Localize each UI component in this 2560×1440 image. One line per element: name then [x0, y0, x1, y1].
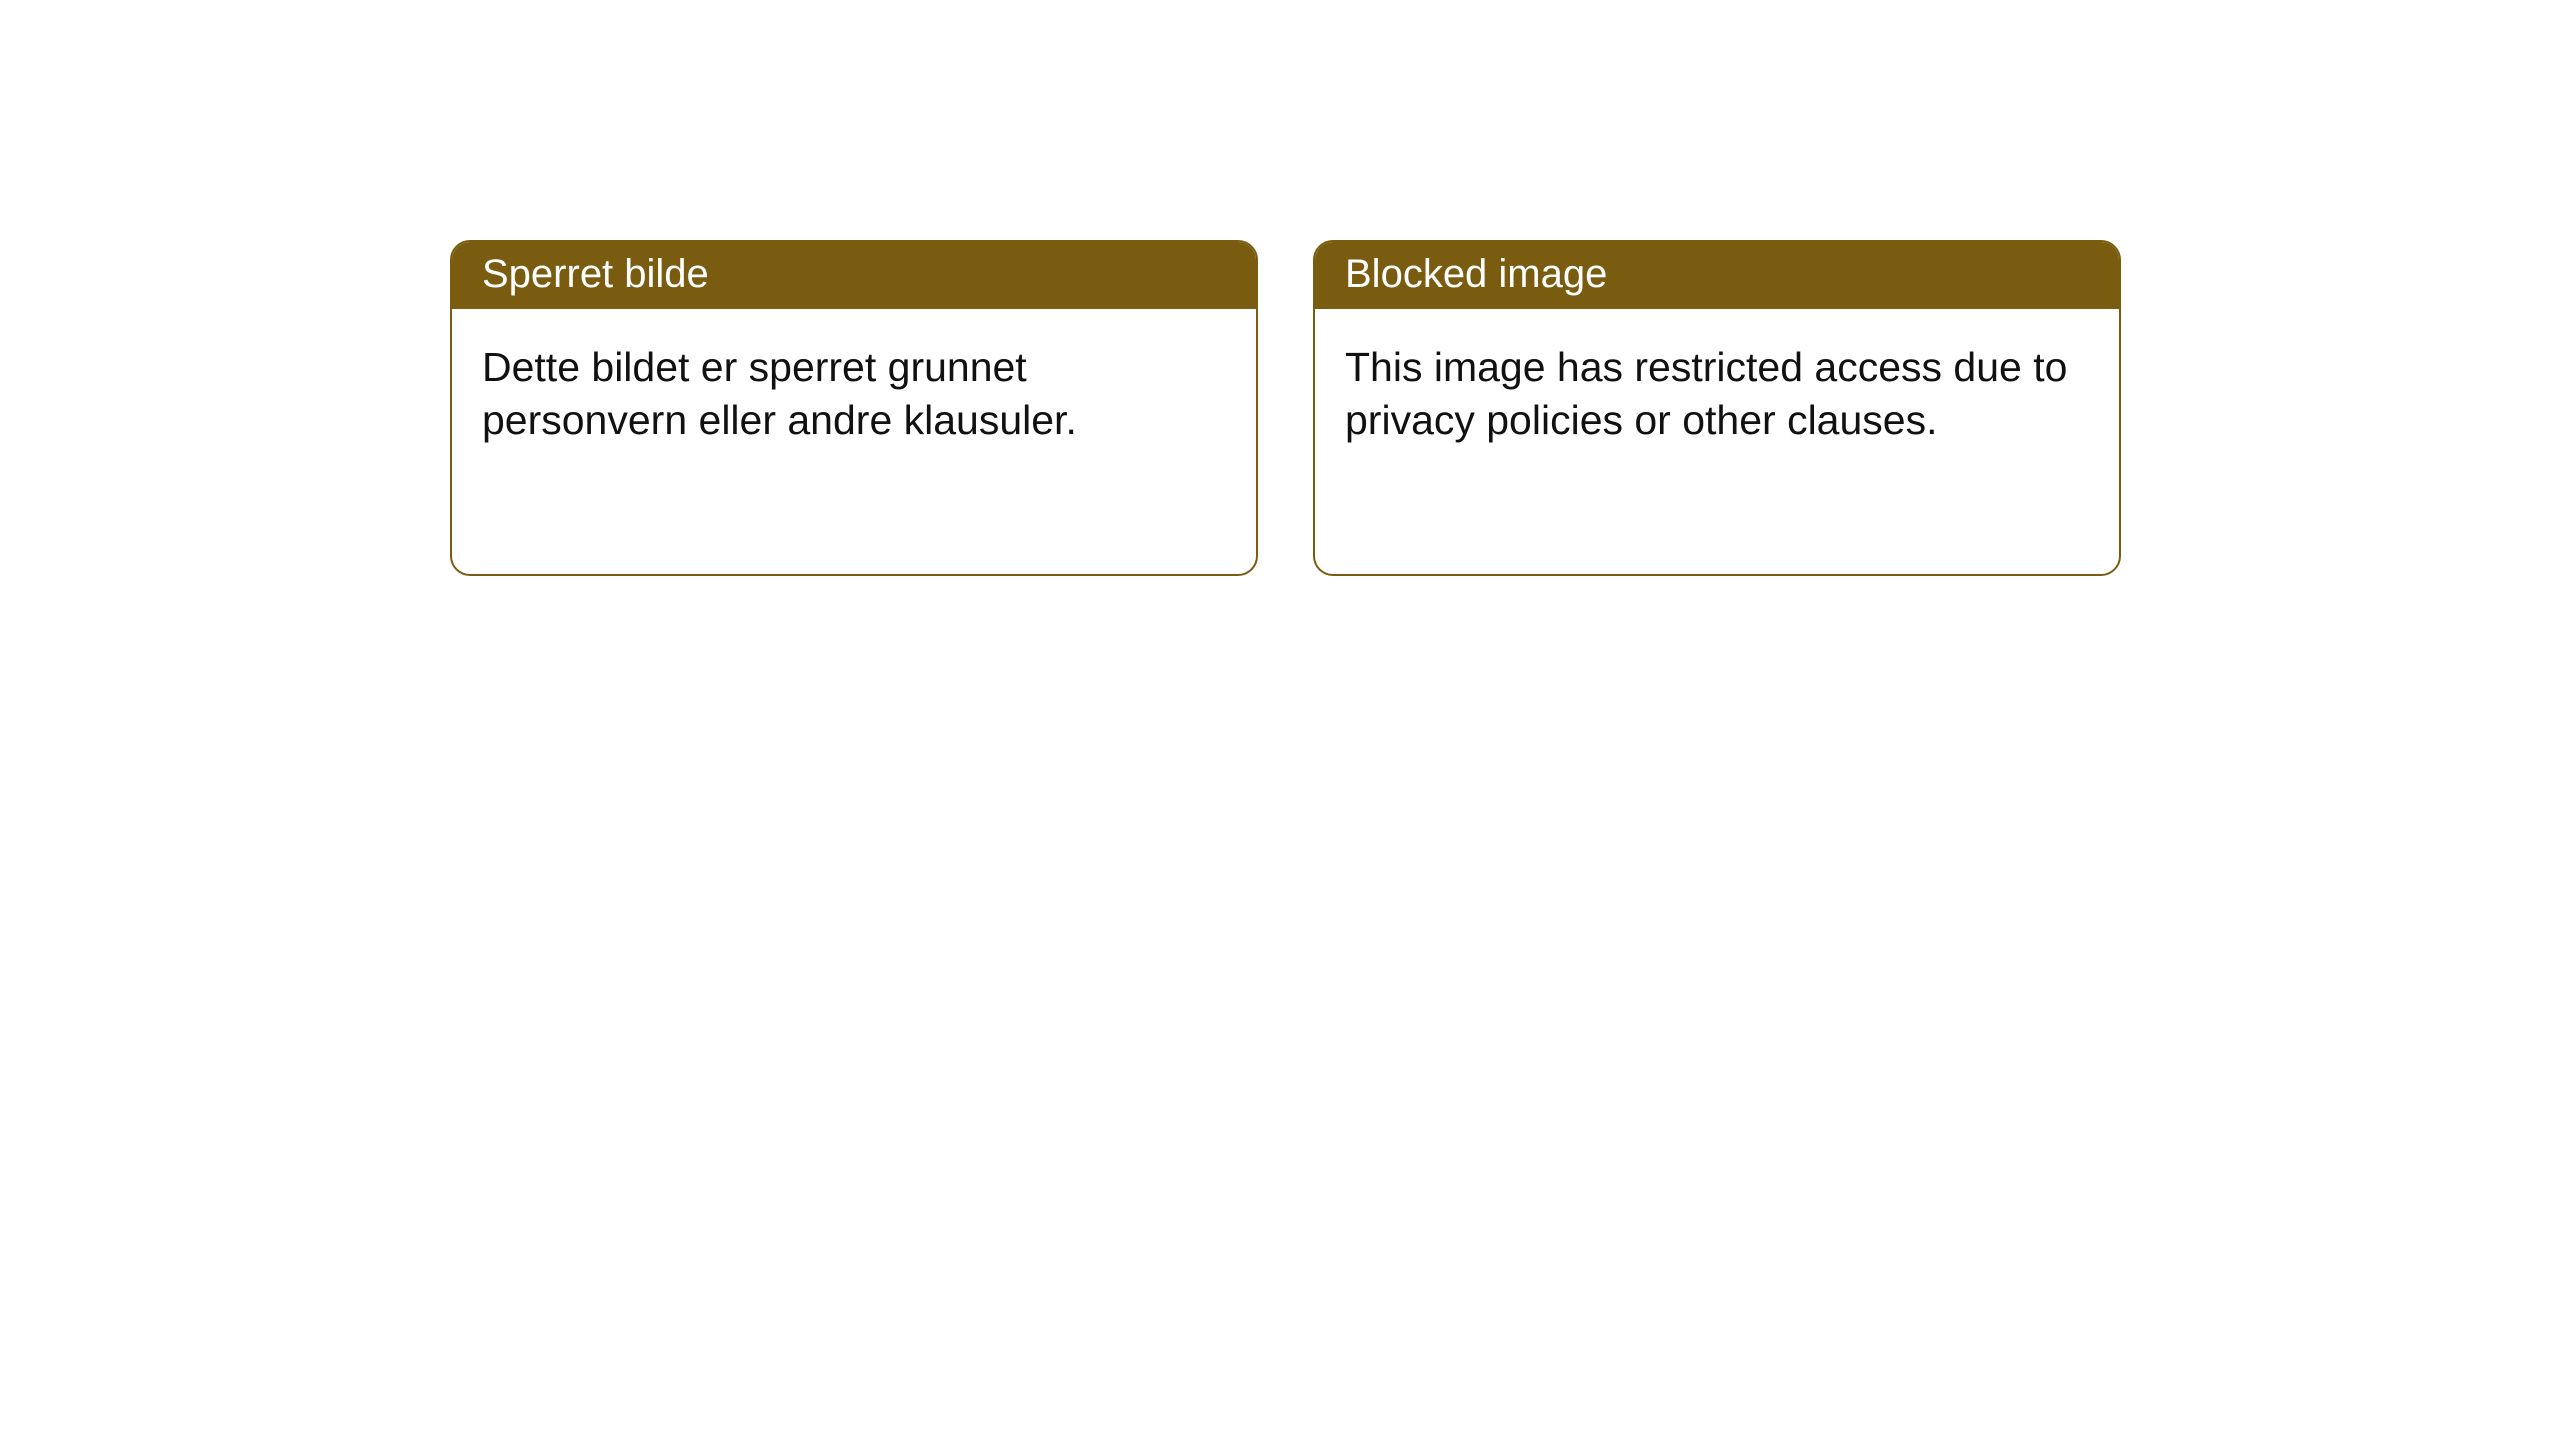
notice-message-english: This image has restricted access due to … [1315, 309, 2119, 480]
notice-box-norwegian: Sperret bilde Dette bildet er sperret gr… [450, 240, 1258, 576]
notice-box-english: Blocked image This image has restricted … [1313, 240, 2121, 576]
notice-message-norwegian: Dette bildet er sperret grunnet personve… [452, 309, 1256, 480]
notice-container: Sperret bilde Dette bildet er sperret gr… [450, 240, 2121, 576]
notice-header-english: Blocked image [1315, 242, 2119, 309]
notice-header-norwegian: Sperret bilde [452, 242, 1256, 309]
